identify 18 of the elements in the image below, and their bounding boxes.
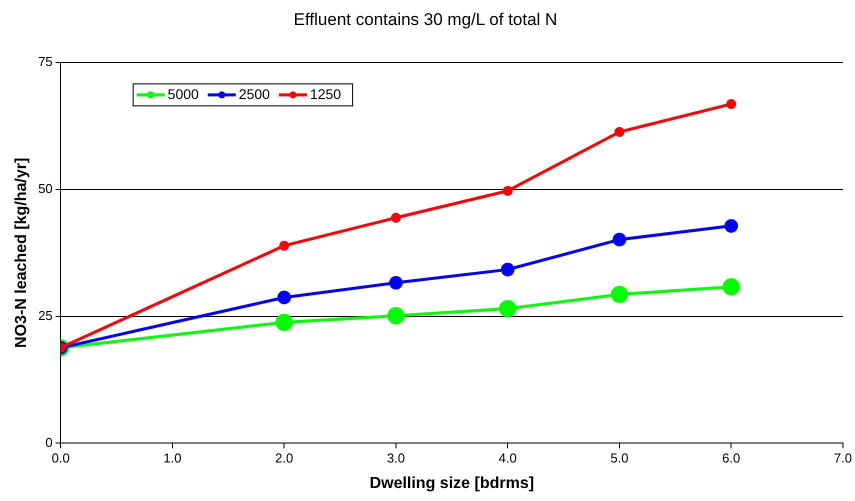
- chart-title: Effluent contains 30 mg/L of total N: [294, 10, 558, 29]
- x-tick-label: 7.0: [834, 450, 852, 466]
- y-tick-label: 75: [38, 54, 53, 69]
- y-tick-label: 25: [38, 308, 53, 323]
- x-tick-label: 4.0: [498, 450, 517, 466]
- legend-label: 5000: [168, 86, 200, 102]
- x-tick-label: 1.0: [163, 450, 182, 466]
- y-tick-label: 50: [38, 180, 53, 196]
- x-tick-label: 5.0: [610, 450, 628, 466]
- y-tick-label: 0: [45, 434, 53, 450]
- legend-label: 1250: [310, 86, 342, 102]
- x-tick-label: 0.0: [52, 450, 70, 466]
- x-tick-label: 6.0: [722, 450, 740, 466]
- x-axis-title: Dwelling size [bdrms]: [370, 474, 534, 492]
- x-tick-label: 2.0: [275, 450, 294, 466]
- legend-label: 2500: [238, 86, 270, 102]
- x-tick-label: 3.0: [386, 450, 405, 466]
- y-axis-title: NO3-N leached [kg/ha/yr]: [13, 158, 30, 348]
